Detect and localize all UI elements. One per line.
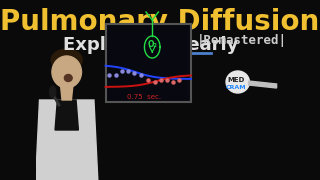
Ellipse shape xyxy=(51,49,82,71)
Text: CRAM: CRAM xyxy=(226,84,246,89)
Ellipse shape xyxy=(52,56,82,88)
Polygon shape xyxy=(36,100,98,180)
Polygon shape xyxy=(60,85,73,100)
Text: |Remastered|: |Remastered| xyxy=(196,33,287,46)
Bar xyxy=(106,24,191,102)
Ellipse shape xyxy=(64,75,72,82)
Text: 0.75  sec.: 0.75 sec. xyxy=(127,94,162,100)
Text: MED: MED xyxy=(228,77,245,83)
Ellipse shape xyxy=(226,71,249,93)
Text: O₂: O₂ xyxy=(147,39,157,48)
Polygon shape xyxy=(249,81,276,88)
Text: Pulmonary Diffusion: Pulmonary Diffusion xyxy=(0,8,320,36)
Text: Explained Clearly: Explained Clearly xyxy=(63,36,238,54)
Polygon shape xyxy=(55,100,78,130)
Ellipse shape xyxy=(50,86,56,98)
